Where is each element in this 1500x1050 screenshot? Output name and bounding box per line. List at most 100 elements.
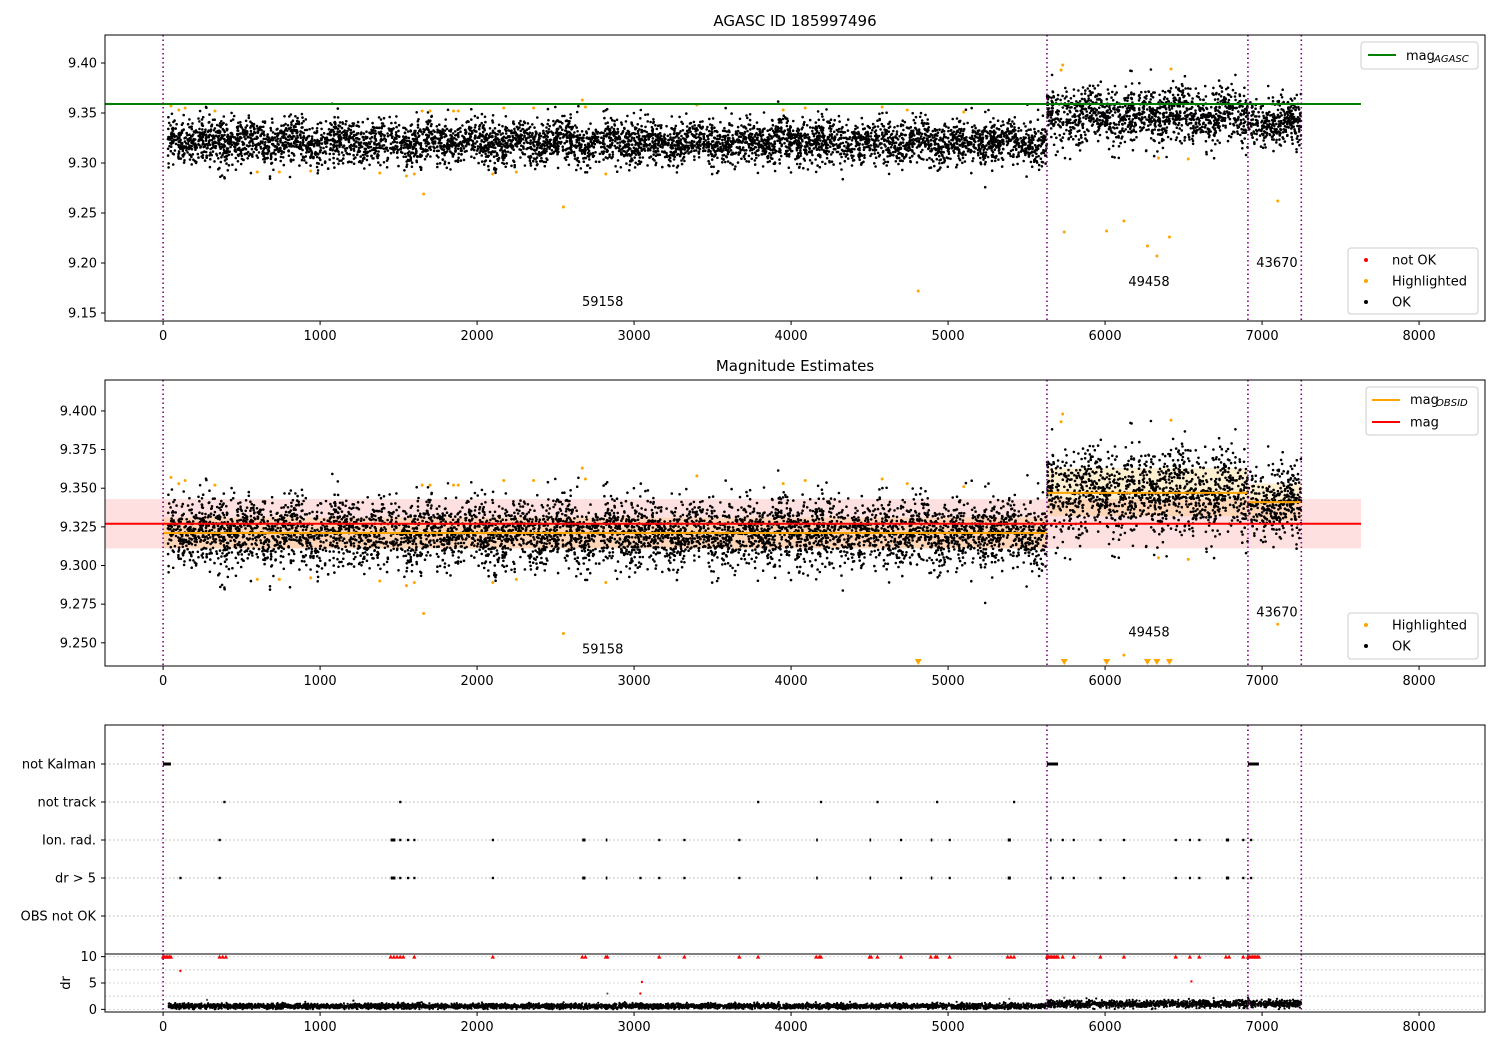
ok-point <box>829 130 832 133</box>
ok-point <box>885 111 888 114</box>
ok-point <box>919 150 923 154</box>
ok-point <box>984 110 987 114</box>
ok-point <box>989 120 992 124</box>
ok-point <box>680 159 683 162</box>
ok-point <box>688 122 692 125</box>
ok-point <box>286 129 289 132</box>
ok-point <box>1028 144 1031 147</box>
ok-point <box>194 148 197 151</box>
ok-point <box>352 122 356 125</box>
ok-point <box>665 124 668 128</box>
ok-point <box>715 171 719 175</box>
ok-point <box>796 127 800 130</box>
ok-point <box>982 151 985 154</box>
ok-point <box>964 108 968 111</box>
ok-point <box>760 139 764 143</box>
ok-point <box>723 160 727 164</box>
ok-point <box>225 147 229 150</box>
ok-point <box>624 120 628 123</box>
ok-point <box>437 149 441 153</box>
ok-point <box>936 131 940 134</box>
ok-point <box>901 168 904 172</box>
ok-point <box>172 138 175 141</box>
ok-point <box>294 115 297 118</box>
ok-point <box>470 118 473 121</box>
ok-point <box>986 131 990 135</box>
ok-point <box>755 156 758 160</box>
ok-point <box>264 141 267 144</box>
ok-point <box>656 149 660 153</box>
ok-point <box>523 153 527 156</box>
ok-point <box>402 135 405 138</box>
ok-point <box>220 155 223 159</box>
ok-point <box>579 145 583 149</box>
ok-point <box>837 114 841 118</box>
ok-point <box>186 142 190 145</box>
ok-point <box>585 145 588 149</box>
ok-point <box>859 163 863 166</box>
ok-point <box>379 118 383 121</box>
ok-point <box>1043 128 1046 131</box>
ok-point <box>652 150 655 153</box>
ok-point <box>506 150 510 154</box>
ok-point <box>551 151 555 155</box>
ok-point <box>443 160 447 163</box>
ok-point <box>483 115 487 119</box>
ok-point <box>707 153 710 157</box>
ok-point <box>326 167 330 170</box>
ok-point <box>402 155 406 159</box>
ok-point <box>646 113 650 116</box>
ok-point <box>723 126 726 130</box>
ok-point <box>984 125 988 129</box>
ok-point <box>860 116 864 120</box>
ok-point <box>455 144 459 147</box>
ok-point <box>284 127 288 130</box>
ok-point <box>799 137 803 140</box>
ok-point <box>314 131 318 135</box>
ok-point <box>615 118 619 122</box>
ok-point <box>350 160 353 164</box>
ok-point <box>700 126 703 129</box>
ok-point <box>488 127 492 130</box>
ok-point <box>370 130 374 133</box>
ok-point <box>302 156 306 159</box>
ok-point <box>832 163 835 166</box>
ok-point <box>695 142 699 145</box>
ok-point <box>452 152 455 156</box>
ok-point <box>960 152 964 155</box>
ok-point <box>994 156 997 160</box>
ok-point <box>358 146 361 150</box>
ok-point <box>575 134 578 138</box>
ok-point <box>268 140 272 144</box>
ok-point <box>217 167 220 171</box>
ok-point <box>430 115 433 118</box>
ok-point <box>491 114 495 117</box>
ok-point <box>551 144 554 148</box>
ok-point <box>369 137 372 140</box>
ok-point <box>470 148 473 151</box>
ok-point <box>454 117 458 121</box>
ok-point <box>514 138 518 142</box>
ok-point <box>217 157 220 160</box>
ok-point <box>217 139 220 142</box>
ok-point <box>404 155 408 158</box>
ok-point <box>588 166 592 170</box>
ok-point <box>218 152 222 155</box>
ok-point <box>292 135 295 138</box>
ok-point <box>240 154 244 158</box>
ok-point <box>166 147 170 151</box>
ok-point <box>862 148 866 152</box>
ok-point <box>961 145 964 148</box>
ok-point <box>872 126 875 130</box>
ok-point <box>616 127 619 131</box>
ok-point <box>952 143 956 147</box>
ok-point <box>606 125 610 128</box>
ok-point <box>707 159 710 163</box>
ok-point <box>430 122 433 126</box>
ok-point <box>1014 132 1017 136</box>
ok-point <box>429 155 432 158</box>
ok-point <box>608 139 612 143</box>
ok-point <box>579 167 583 170</box>
ok-point <box>692 140 696 143</box>
ok-point <box>724 106 727 110</box>
